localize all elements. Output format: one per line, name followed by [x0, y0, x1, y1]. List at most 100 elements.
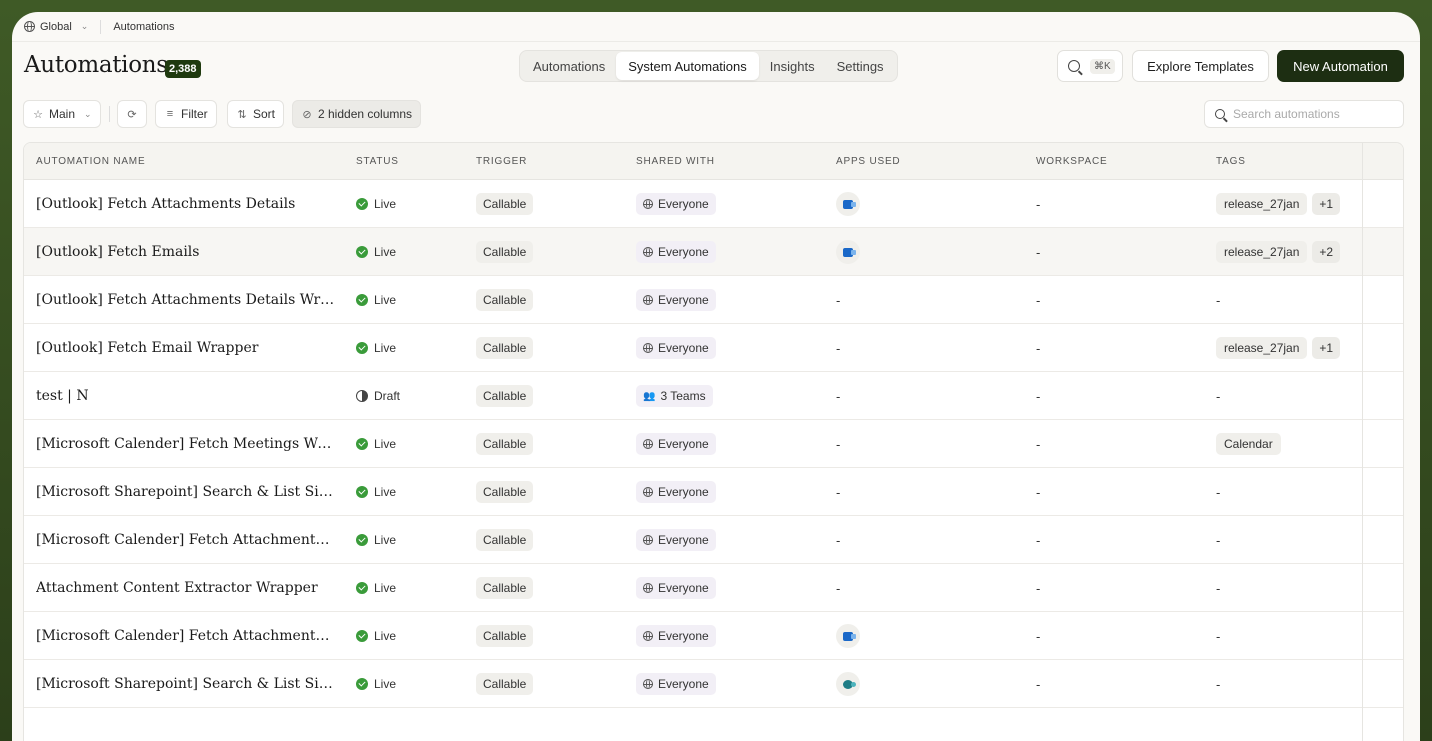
automation-name[interactable]: [Outlook] Fetch Attachments Details Wrap…	[36, 292, 336, 308]
shared-with-chip[interactable]: 👥 3 Teams	[636, 385, 713, 407]
sort-button[interactable]: ⇅ Sort	[227, 100, 285, 128]
automation-name[interactable]: [Microsoft Sharepoint] Search & List Sit…	[36, 676, 336, 692]
apps-cell: -	[836, 372, 840, 420]
workspace-switcher[interactable]: Global ⌄	[24, 21, 88, 33]
trigger-cell: Callable	[476, 372, 534, 420]
tab-bar: Automations System Automations Insights Set…	[519, 50, 898, 82]
breadcrumb-page[interactable]: Automations	[113, 20, 175, 33]
trigger-cell: Callable	[476, 420, 534, 468]
tag-chip[interactable]: release_27jan	[1216, 193, 1308, 215]
shared-with-chip[interactable]: Everyone	[636, 433, 716, 455]
table-row[interactable]: [Outlook] Fetch Email Wrapper Live Callabl…	[24, 324, 1403, 372]
shared-with-chip[interactable]: Everyone	[636, 289, 716, 311]
view-label: Main	[49, 107, 76, 121]
column-header-workspace[interactable]: WORKSPACE	[1036, 156, 1108, 167]
shared-with-chip[interactable]: Everyone	[636, 529, 716, 551]
table-row[interactable]: Attachment Content Extractor Wrapper Live…	[24, 564, 1403, 612]
shared-with-chip[interactable]: Everyone	[636, 241, 716, 263]
shared-with-chip[interactable]: Everyone	[636, 337, 716, 359]
tab-insights[interactable]: Insights	[769, 58, 815, 74]
automation-name[interactable]: [Outlook] Fetch Email Wrapper	[36, 340, 259, 356]
table-row[interactable]: [Microsoft Calender] Fetch Attachments D…	[24, 612, 1403, 660]
more-tags-badge[interactable]: +1	[1312, 193, 1341, 215]
column-header-status[interactable]: STATUS	[356, 156, 399, 167]
table-row[interactable]: [Outlook] Fetch Emails Live Callable Everyo…	[24, 228, 1403, 276]
empty-value: -	[1216, 292, 1221, 308]
column-header-shared-with[interactable]: SHARED WITH	[636, 156, 715, 167]
tab-settings[interactable]: Settings	[836, 58, 884, 74]
refresh-button[interactable]: ⟳	[117, 100, 147, 128]
check-circle-icon	[356, 486, 368, 498]
sort-icon: ⇅	[237, 108, 247, 121]
shared-cell: Everyone	[636, 660, 716, 708]
table-row[interactable]: [Microsoft Sharepoint] Search & List Sit…	[24, 468, 1403, 516]
automation-name[interactable]: [Outlook] Fetch Attachments Details	[36, 196, 296, 212]
column-header-automation-name[interactable]: AUTOMATION NAME	[36, 156, 146, 167]
filter-button[interactable]: ≡ Filter	[155, 100, 217, 128]
name-cell: [Outlook] Fetch Email Wrapper	[36, 324, 336, 372]
workspace-cell: -	[1036, 516, 1040, 564]
globe-icon	[643, 679, 653, 689]
shared-with-chip[interactable]: Everyone	[636, 625, 716, 647]
view-selector[interactable]: ☆ Main ⌄	[23, 100, 101, 128]
automation-name[interactable]: [Microsoft Calender] Fetch Attachments D…	[36, 532, 336, 548]
status-cell: Live	[356, 468, 396, 516]
table-row[interactable]: [Microsoft Calender] Fetch Attachments D…	[24, 516, 1403, 564]
workspace-value: -	[1036, 436, 1041, 452]
table-row[interactable]: test | N Draft Callable 👥 3 Teams - - -	[24, 372, 1403, 420]
search-input[interactable]	[1233, 107, 1393, 121]
workspace-value: -	[1036, 244, 1041, 260]
trigger-chip: Callable	[476, 193, 534, 215]
tag-chip[interactable]: Calendar	[1216, 433, 1281, 455]
shared-with-label: Everyone	[658, 245, 709, 259]
outlook-icon	[836, 240, 860, 264]
table-row[interactable]: [Outlook] Fetch Attachments Details Live C…	[24, 180, 1403, 228]
globe-icon	[643, 247, 653, 257]
command-search-button[interactable]: ⌘K	[1057, 50, 1123, 82]
workspace-value: -	[1036, 532, 1041, 548]
automation-name[interactable]: Attachment Content Extractor Wrapper	[36, 580, 318, 596]
explore-templates-button[interactable]: Explore Templates	[1132, 50, 1269, 82]
name-cell: [Microsoft Calender] Fetch Attachments D…	[36, 612, 336, 660]
status-cell: Live	[356, 180, 396, 228]
automation-name[interactable]: [Outlook] Fetch Emails	[36, 244, 200, 260]
tags-cell: -	[1216, 276, 1220, 324]
column-header-apps-used[interactable]: APPS USED	[836, 156, 901, 167]
status-label: Draft	[374, 389, 401, 403]
toolbar: ☆ Main ⌄ ⟳ ≡ Filter ⇅ Sort ⊘ 2 hidden co…	[12, 98, 1420, 144]
shared-with-chip[interactable]: Everyone	[636, 673, 716, 695]
column-header-tags[interactable]: TAGS	[1216, 156, 1246, 167]
check-circle-icon	[356, 678, 368, 690]
shared-with-label: Everyone	[658, 485, 709, 499]
table-row[interactable]: [Outlook] Fetch Attachments Details Wrap…	[24, 276, 1403, 324]
automation-name[interactable]: [Microsoft Calender] Fetch Attachments D…	[36, 628, 336, 644]
table-row[interactable]: [Microsoft Calender] Fetch Meetings Wrap…	[24, 420, 1403, 468]
automation-name[interactable]: [Microsoft Calender] Fetch Meetings Wrap…	[36, 436, 336, 452]
shared-with-chip[interactable]: Everyone	[636, 193, 716, 215]
tag-chip[interactable]: release_27jan	[1216, 337, 1308, 359]
apps-cell: -	[836, 516, 840, 564]
automation-name[interactable]: [Microsoft Sharepoint] Search & List Sit…	[36, 484, 336, 500]
more-tags-badge[interactable]: +1	[1312, 337, 1341, 359]
tab-system-automations[interactable]: System Automations	[616, 52, 759, 80]
shared-with-chip[interactable]: Everyone	[636, 481, 716, 503]
shared-with-label: Everyone	[658, 197, 709, 211]
check-circle-icon	[356, 198, 368, 210]
tags-cell: release_27jan +1	[1216, 180, 1341, 228]
new-automation-button[interactable]: New Automation	[1277, 50, 1404, 82]
shared-with-label: Everyone	[658, 437, 709, 451]
automation-name[interactable]: test | N	[36, 388, 89, 404]
tags-cell: -	[1216, 660, 1220, 708]
shared-cell: Everyone	[636, 420, 716, 468]
table-row[interactable]: [Microsoft Sharepoint] Search & List Sit…	[24, 660, 1403, 708]
shared-with-chip[interactable]: Everyone	[636, 577, 716, 599]
trigger-chip: Callable	[476, 433, 534, 455]
hidden-columns-button[interactable]: ⊘ 2 hidden columns	[292, 100, 422, 128]
more-tags-badge[interactable]: +2	[1312, 241, 1341, 263]
column-header-trigger[interactable]: TRIGGER	[476, 156, 528, 167]
status-cell: Live	[356, 564, 396, 612]
trigger-cell: Callable	[476, 516, 534, 564]
tag-chip[interactable]: release_27jan	[1216, 241, 1308, 263]
tab-automations[interactable]: Automations	[533, 58, 606, 74]
apps-cell: -	[836, 324, 840, 372]
